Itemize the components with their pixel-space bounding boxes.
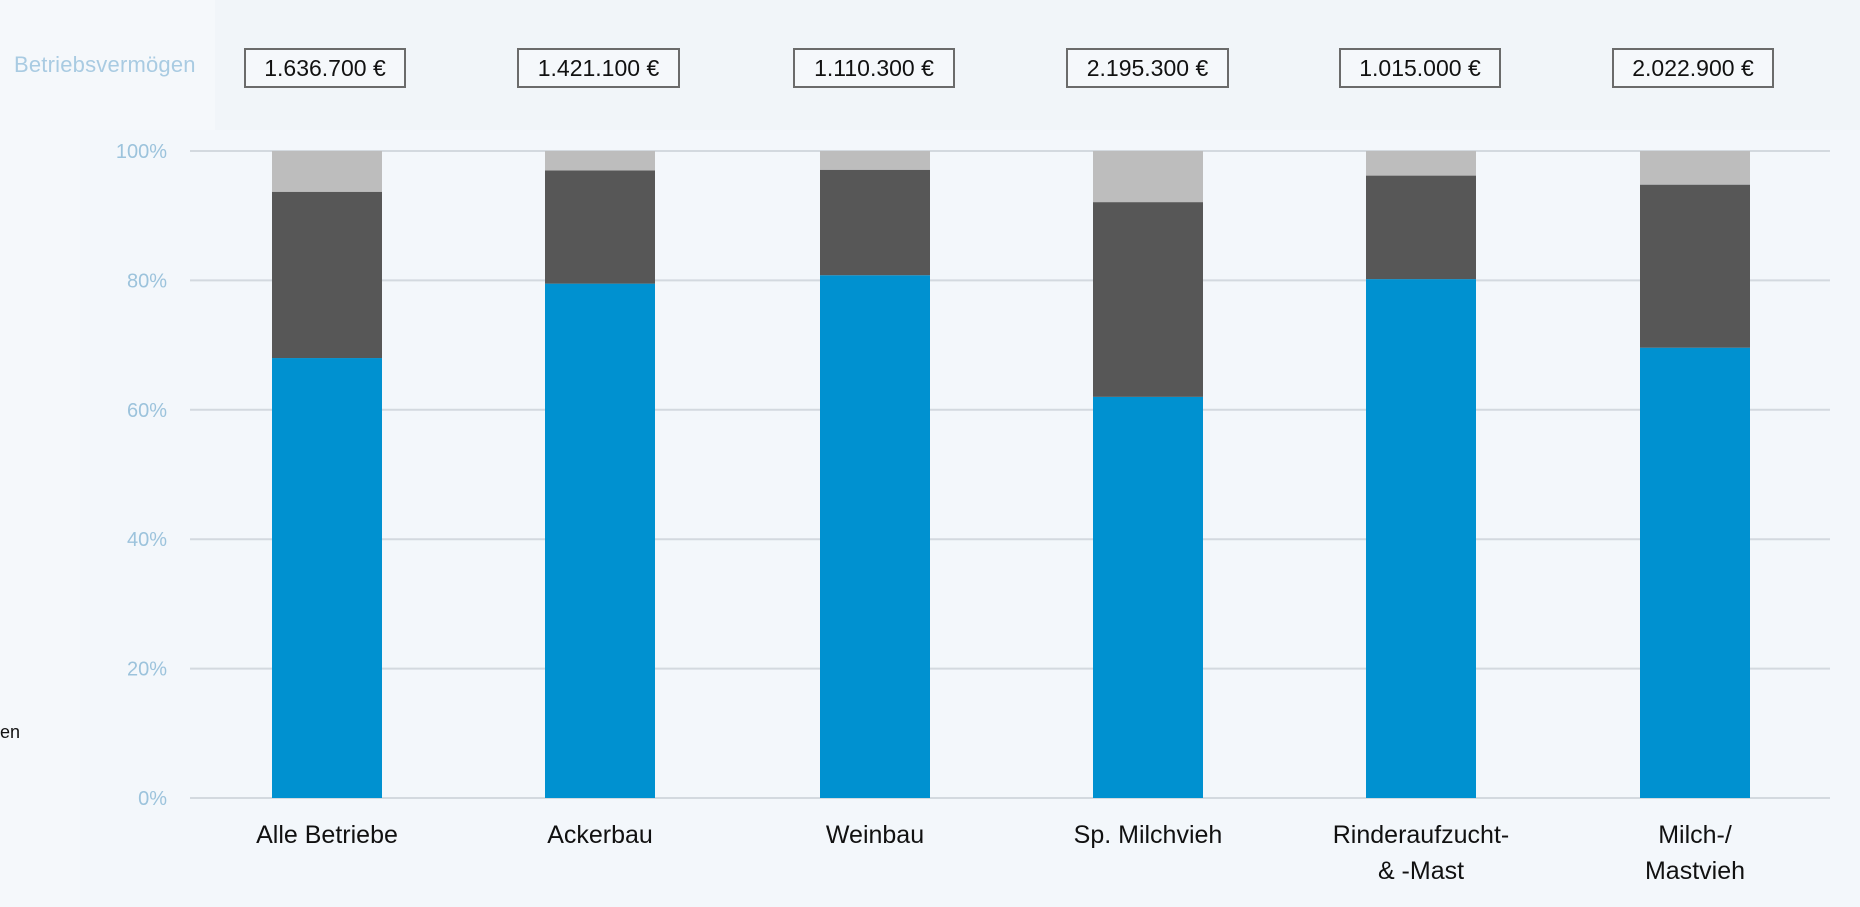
- bar-segment: [545, 283, 655, 798]
- bar-segment: [1093, 396, 1203, 798]
- bar-segment: [545, 170, 655, 284]
- y-tick-label: 20%: [127, 659, 167, 681]
- bar-segment: [1366, 151, 1476, 176]
- y-tick-label: 60%: [127, 400, 167, 422]
- bar-segment: [272, 191, 382, 359]
- row-label-betriebsvermoegen: Betriebsvermögen: [14, 52, 196, 77]
- bar-segment: [820, 151, 930, 170]
- x-category-label: Rinderaufzucht-: [1333, 821, 1509, 849]
- bar-segment: [1093, 202, 1203, 397]
- y-tick-label: 0%: [138, 788, 167, 810]
- x-category-label: Sp. Milchvieh: [1074, 821, 1223, 849]
- bar-segment: [1640, 347, 1750, 798]
- bar-segment: [820, 169, 930, 276]
- bar-segment: [1640, 151, 1750, 185]
- bar-segment: [1366, 175, 1476, 280]
- value-box: 1.421.100 €: [517, 48, 680, 88]
- x-category-label: Ackerbau: [547, 821, 653, 849]
- x-category-label: Alle Betriebe: [256, 821, 398, 849]
- y-tick-label: 80%: [127, 270, 167, 292]
- x-category-label: Weinbau: [826, 821, 924, 849]
- value-box: 2.022.900 €: [1612, 48, 1774, 88]
- value-box: 1.636.700 €: [244, 48, 406, 88]
- value-box: 2.195.300 €: [1066, 48, 1229, 88]
- y-tick-label: 100%: [116, 141, 167, 163]
- bar-segment: [1093, 151, 1203, 203]
- bar-segment: [820, 275, 930, 798]
- value-box: 1.015.000 €: [1339, 48, 1501, 88]
- bar-segment: [1640, 184, 1750, 348]
- bar-segment: [272, 358, 382, 798]
- value-band: [215, 0, 1860, 130]
- x-category-label: Mastvieh: [1645, 857, 1745, 885]
- bar-segment: [545, 151, 655, 171]
- cut-off-label-fragment: en: [0, 722, 21, 742]
- x-category-label: Milch-/: [1658, 821, 1732, 849]
- x-category-label: & -Mast: [1378, 857, 1464, 885]
- bar-segment: [272, 151, 382, 192]
- y-tick-label: 40%: [127, 529, 167, 551]
- value-box: 1.110.300 €: [793, 48, 955, 88]
- bar-segment: [1366, 279, 1476, 799]
